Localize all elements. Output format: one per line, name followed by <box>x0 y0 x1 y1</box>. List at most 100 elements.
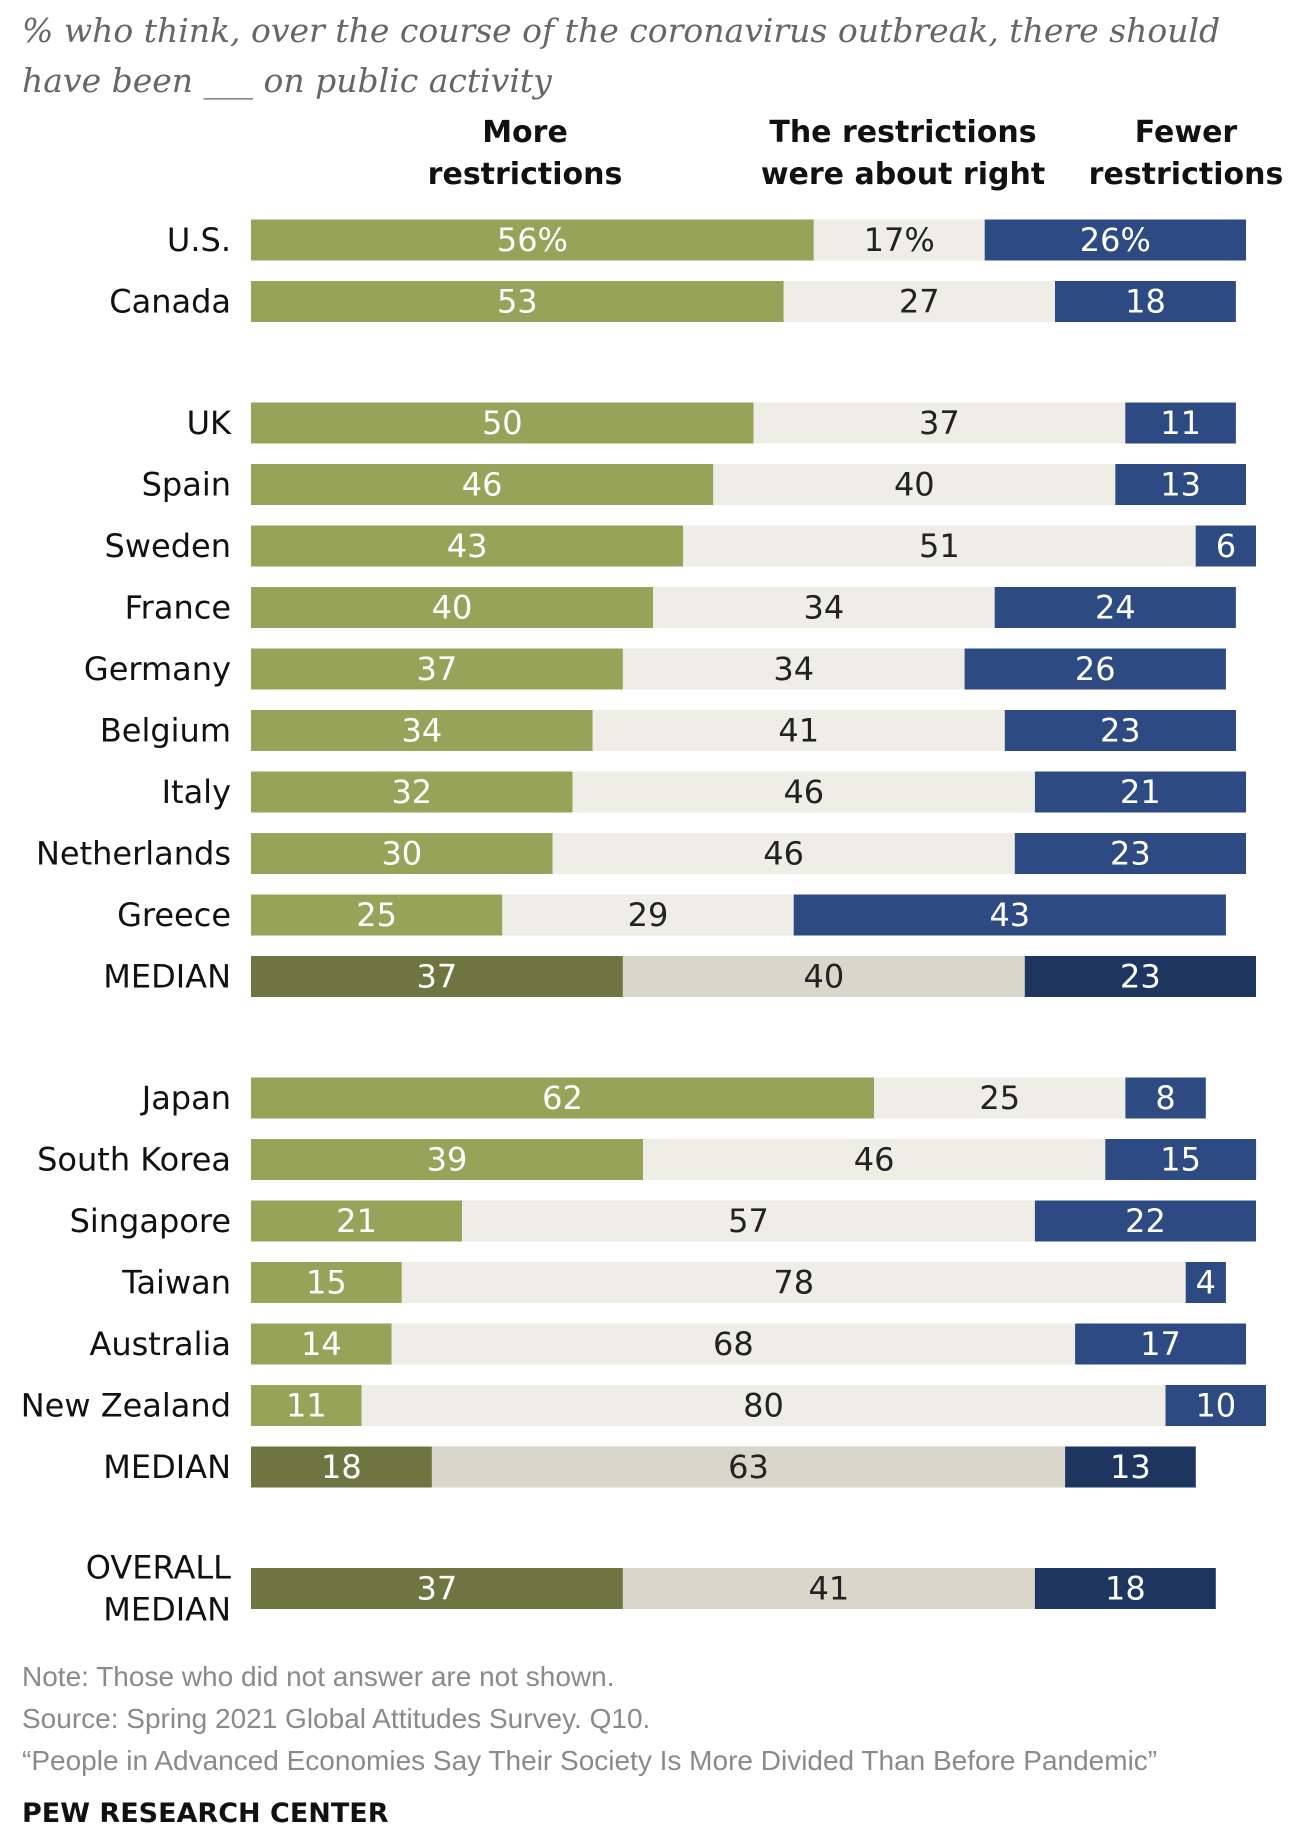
bar-segment-more <box>251 833 553 874</box>
row-label: Belgium <box>100 712 231 750</box>
row-label: Sweden <box>105 527 231 565</box>
data-label-more: 39 <box>427 1141 468 1179</box>
country-row: Canada 53 27 18 <box>109 281 1236 322</box>
chart-subtitle: % who think, over the course of the coro… <box>22 11 1221 100</box>
bar-segment-fewer <box>1065 1446 1196 1488</box>
bar-segment-fewer <box>1115 464 1246 505</box>
row-label: U.S. <box>167 221 231 259</box>
data-label-fewer: 15 <box>1160 1141 1201 1179</box>
bar-segment-right <box>653 587 995 628</box>
data-label-more: 53 <box>497 283 538 321</box>
bar-segment-right <box>783 281 1056 322</box>
data-label-more: 46 <box>462 466 503 504</box>
bar-segment-right <box>753 402 1126 444</box>
row-label: Japan <box>140 1079 231 1117</box>
data-label-more: 25 <box>356 896 397 934</box>
data-label-right: 41 <box>778 712 819 750</box>
row-label: Netherlands <box>36 835 231 873</box>
row-label: France <box>125 589 231 627</box>
data-label-right: 80 <box>743 1387 784 1425</box>
bar-segment-more <box>251 1446 432 1488</box>
data-label-more: 30 <box>381 835 422 873</box>
median-row: MEDIAN 18 63 13 <box>103 1446 1196 1488</box>
bar-segment-right <box>552 833 1015 874</box>
bar-segment-fewer <box>1075 1323 1246 1365</box>
country-row: Greece 25 29 43 <box>117 894 1226 936</box>
data-label-more: 15 <box>306 1264 347 1302</box>
bar-segment-more <box>251 525 684 567</box>
bar-segment-more <box>251 956 623 997</box>
country-row: Singapore 21 57 22 <box>70 1200 1256 1242</box>
data-label-right: 51 <box>919 527 960 565</box>
bar-segment-right <box>683 525 1196 567</box>
data-label-right: 34 <box>804 589 845 627</box>
data-label-fewer: 23 <box>1110 835 1151 873</box>
bar-segment-right <box>361 1385 1166 1426</box>
bar-segment-fewer <box>1195 525 1256 567</box>
data-label-fewer: 23 <box>1120 958 1161 996</box>
data-label-more: 37 <box>417 1570 458 1608</box>
data-label-more: 37 <box>417 958 458 996</box>
data-label-fewer: 18 <box>1105 1570 1146 1608</box>
row-label: Canada <box>109 283 231 321</box>
bar-segment-more <box>251 1077 875 1119</box>
country-row: Spain 46 40 13 <box>142 464 1246 505</box>
chart-footer: Note: Those who did not answer are not s… <box>22 1656 1302 1829</box>
country-row: New Zealand 11 80 10 <box>21 1385 1266 1426</box>
country-row: Australia 14 68 17 <box>89 1323 1246 1365</box>
bar-segment-more <box>251 1139 643 1180</box>
data-label-right: 78 <box>773 1264 814 1302</box>
data-label-more: 56% <box>497 221 568 259</box>
bar-segment-right <box>622 1568 1035 1609</box>
source-text: Source: Spring 2021 Global Attitudes Sur… <box>22 1703 651 1734</box>
data-label-right: 37 <box>919 404 960 442</box>
country-row: Taiwan 15 78 4 <box>121 1262 1226 1303</box>
bar-segment-fewer <box>1014 833 1246 874</box>
data-label-fewer: 22 <box>1125 1202 1166 1240</box>
bar-segment-fewer <box>793 894 1226 936</box>
data-label-more: 40 <box>432 589 473 627</box>
row-label: OVERALL MEDIAN <box>86 1549 231 1629</box>
series-header-fewer: Fewer restrictions <box>1089 115 1284 192</box>
bar-segment-fewer <box>1055 281 1236 322</box>
bar-segment-fewer <box>1125 402 1236 444</box>
bar-segment-right <box>391 1323 1076 1365</box>
data-label-fewer: 24 <box>1095 589 1136 627</box>
data-label-right: 29 <box>628 896 669 934</box>
bar-segment-more <box>251 281 784 322</box>
bar-segment-more <box>251 219 814 261</box>
bar-segment-more <box>251 894 503 936</box>
data-label-right: 34 <box>773 650 814 688</box>
bar-segment-fewer <box>1034 1568 1216 1609</box>
data-label-fewer: 26 <box>1075 650 1116 688</box>
row-label: UK <box>187 404 232 442</box>
data-label-fewer: 10 <box>1195 1387 1236 1425</box>
column-headers: More restrictions The restrictions were abo… <box>428 115 1284 192</box>
bar-segment-fewer <box>994 587 1236 628</box>
bar-segment-more <box>251 464 714 505</box>
bar-segment-more <box>251 771 573 813</box>
data-label-more: 21 <box>336 1202 377 1240</box>
row-label: MEDIAN <box>103 1448 231 1486</box>
bar-segment-right <box>713 464 1116 505</box>
country-row: Japan 62 25 8 <box>140 1077 1206 1119</box>
bar-segment-more <box>251 587 653 628</box>
data-label-fewer: 43 <box>989 896 1030 934</box>
bar-segment-more <box>251 1568 623 1609</box>
data-label-fewer: 6 <box>1216 527 1236 565</box>
bar-segment-fewer <box>1034 1200 1256 1242</box>
data-label-more: 18 <box>321 1448 362 1486</box>
row-label: Australia <box>89 1325 231 1363</box>
bar-segment-more <box>251 648 623 690</box>
data-label-right: 63 <box>728 1448 769 1486</box>
bar-segment-right <box>643 1139 1106 1180</box>
brand-logo-text: PEW RESEARCH CENTER <box>22 1798 389 1829</box>
data-label-more: 50 <box>482 404 523 442</box>
bar-segment-right <box>874 1077 1126 1119</box>
bar-segment-fewer <box>1034 771 1246 813</box>
data-label-fewer: 17 <box>1140 1325 1181 1363</box>
data-label-more: 14 <box>301 1325 342 1363</box>
stacked-bar-chart: More restrictions The restrictions were abo… <box>21 115 1284 1629</box>
bar-segment-right <box>462 1200 1036 1242</box>
